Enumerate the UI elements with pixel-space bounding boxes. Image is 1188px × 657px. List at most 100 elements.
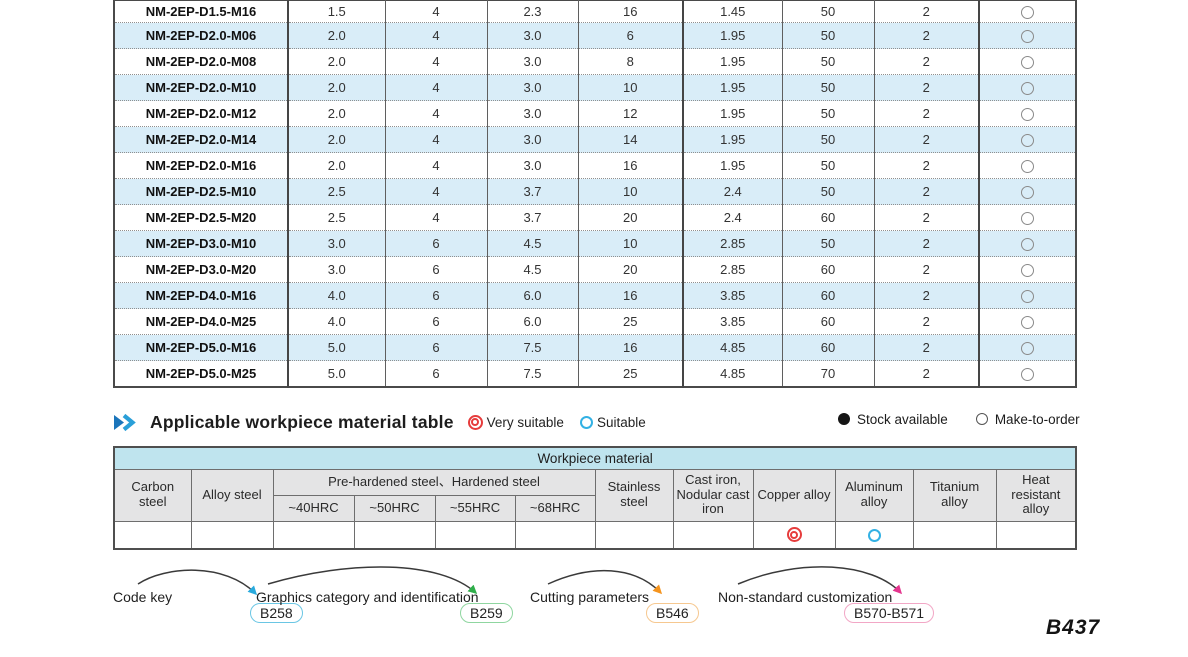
stock-cell — [979, 256, 1076, 283]
value-cell: 2 — [874, 0, 980, 23]
stock-cell — [979, 1, 1076, 23]
footer-label-cutting: Cutting parameters — [530, 589, 650, 605]
value-cell: 3.0 — [487, 74, 579, 101]
col-stainless-steel: Stainless steel — [594, 468, 674, 522]
make-to-order-icon — [1021, 238, 1034, 252]
make-to-order-icon — [1021, 212, 1034, 226]
suitability-legend: Very suitable Suitable — [467, 414, 646, 430]
page-ref-b259[interactable]: B259 — [460, 603, 513, 623]
value-cell: 50 — [782, 0, 875, 23]
stock-available-icon — [838, 413, 850, 425]
value-cell: 2.0 — [288, 100, 386, 127]
table-row: NM-2EP-D2.0-M12 2.0 4 3.0 12 1.95 50 2 — [114, 100, 1076, 127]
model-cell: NM-2EP-D3.0-M20 — [114, 256, 289, 283]
value-cell: 3.0 — [487, 152, 579, 179]
model-cell: NM-2EP-D4.0-M25 — [114, 308, 289, 335]
table-row: NM-2EP-D2.0-M14 2.0 4 3.0 14 1.95 50 2 — [114, 126, 1076, 153]
stock-available-label: Stock available — [857, 411, 948, 427]
value-cell: 2 — [874, 282, 980, 309]
page-ref-b258[interactable]: B258 — [250, 603, 303, 623]
mark-cell — [434, 520, 516, 550]
value-cell: 14 — [578, 126, 684, 153]
stock-cell — [979, 334, 1076, 361]
stock-cell — [979, 308, 1076, 335]
value-cell: 3.0 — [288, 230, 386, 257]
very-suitable-label: Very suitable — [486, 414, 564, 430]
value-cell: 4 — [385, 0, 488, 23]
value-cell: 3.7 — [487, 178, 579, 205]
value-cell: 4 — [385, 48, 488, 75]
value-cell: 2 — [874, 152, 980, 179]
value-cell: 4.85 — [683, 334, 783, 361]
value-cell: 6.0 — [487, 282, 579, 309]
page-ref-b570-b571[interactable]: B570-B571 — [844, 603, 935, 623]
value-cell: 7.5 — [487, 360, 579, 387]
value-cell: 16 — [578, 334, 684, 361]
page-ref-b546[interactable]: B546 — [646, 603, 699, 623]
value-cell: 50 — [782, 152, 875, 179]
stock-cell — [979, 204, 1076, 231]
table-row: NM-2EP-D2.0-M10 2.0 4 3.0 10 1.95 50 2 — [114, 74, 1076, 101]
mark-cell — [272, 520, 355, 550]
model-cell: NM-2EP-D2.5-M20 — [114, 204, 289, 231]
col-cast-iron: Cast iron, Nodular cast iron — [672, 468, 754, 522]
value-cell: 20 — [578, 256, 684, 283]
value-cell: 6 — [385, 256, 488, 283]
workpiece-header-row-2: ~40HRC ~50HRC ~55HRC ~68HRC — [114, 494, 1076, 522]
workpiece-marks-row — [113, 520, 1077, 550]
value-cell: 1.95 — [683, 152, 783, 179]
model-cell: NM-2EP-D2.0-M08 — [114, 48, 289, 75]
make-to-order-icon — [1021, 342, 1034, 356]
value-cell: 4.85 — [683, 360, 783, 387]
col-68hrc: ~68HRC — [514, 494, 596, 522]
value-cell: 1.45 — [683, 0, 783, 23]
table-row: NM-2EP-D2.0-M16 2.0 4 3.0 16 1.95 50 2 — [114, 152, 1076, 179]
value-cell: 3.85 — [683, 308, 783, 335]
value-cell: 2 — [874, 126, 980, 153]
value-cell: 1.95 — [683, 74, 783, 101]
value-cell: 4.5 — [487, 256, 579, 283]
value-cell: 2 — [874, 230, 980, 257]
value-cell: 4 — [385, 178, 488, 205]
col-copper-alloy: Copper alloy — [752, 468, 836, 522]
make-to-order-label: Make-to-order — [994, 411, 1080, 427]
value-cell: 60 — [782, 334, 875, 361]
model-cell: NM-2EP-D2.0-M14 — [114, 126, 289, 153]
value-cell: 3.0 — [487, 22, 579, 49]
make-to-order-icon — [1021, 367, 1034, 381]
make-to-order-icon — [1021, 264, 1034, 278]
workpiece-material-table: Workpiece material Carbon steel Alloy st… — [113, 446, 1078, 550]
value-cell: 2.85 — [683, 256, 783, 283]
value-cell: 60 — [782, 204, 875, 231]
value-cell: 2.4 — [683, 178, 783, 205]
value-cell: 25 — [578, 360, 684, 387]
value-cell: 4 — [385, 74, 488, 101]
value-cell: 60 — [782, 282, 875, 309]
value-cell: 4.5 — [487, 230, 579, 257]
value-cell: 5.0 — [288, 360, 386, 387]
value-cell: 25 — [578, 308, 684, 335]
footer-label-nonstandard: Non-standard customization — [718, 589, 893, 605]
stock-cell — [979, 126, 1076, 153]
value-cell: 50 — [782, 178, 875, 205]
model-cell: NM-2EP-D5.0-M16 — [114, 334, 289, 361]
suitable-icon — [579, 415, 593, 429]
workpiece-header-row-1: Carbon steel Alloy steel Pre-hardened st… — [113, 468, 1077, 522]
value-cell: 4 — [385, 22, 488, 49]
mark-cell — [672, 520, 754, 550]
mark-cell — [113, 520, 192, 550]
make-to-order-icon — [1021, 30, 1034, 44]
product-spec-table: NM-2EP-D1.5-M16 1.5 4 2.3 16 1.45 50 2 N… — [113, 0, 1077, 388]
make-to-order-icon — [1021, 160, 1034, 174]
stock-cell — [979, 230, 1076, 257]
model-cell: NM-2EP-D3.0-M10 — [114, 230, 289, 257]
make-to-order-icon — [1021, 316, 1034, 330]
value-cell: 1.95 — [683, 100, 783, 127]
value-cell: 7.5 — [487, 334, 579, 361]
section-title: Applicable workpiece material table — [150, 411, 454, 432]
value-cell: 6 — [385, 282, 488, 309]
value-cell: 4 — [385, 126, 488, 153]
table-row: NM-2EP-D3.0-M10 3.0 6 4.5 10 2.85 50 2 — [114, 230, 1076, 257]
table-row: NM-2EP-D4.0-M16 4.0 6 6.0 16 3.85 60 2 — [114, 282, 1076, 309]
